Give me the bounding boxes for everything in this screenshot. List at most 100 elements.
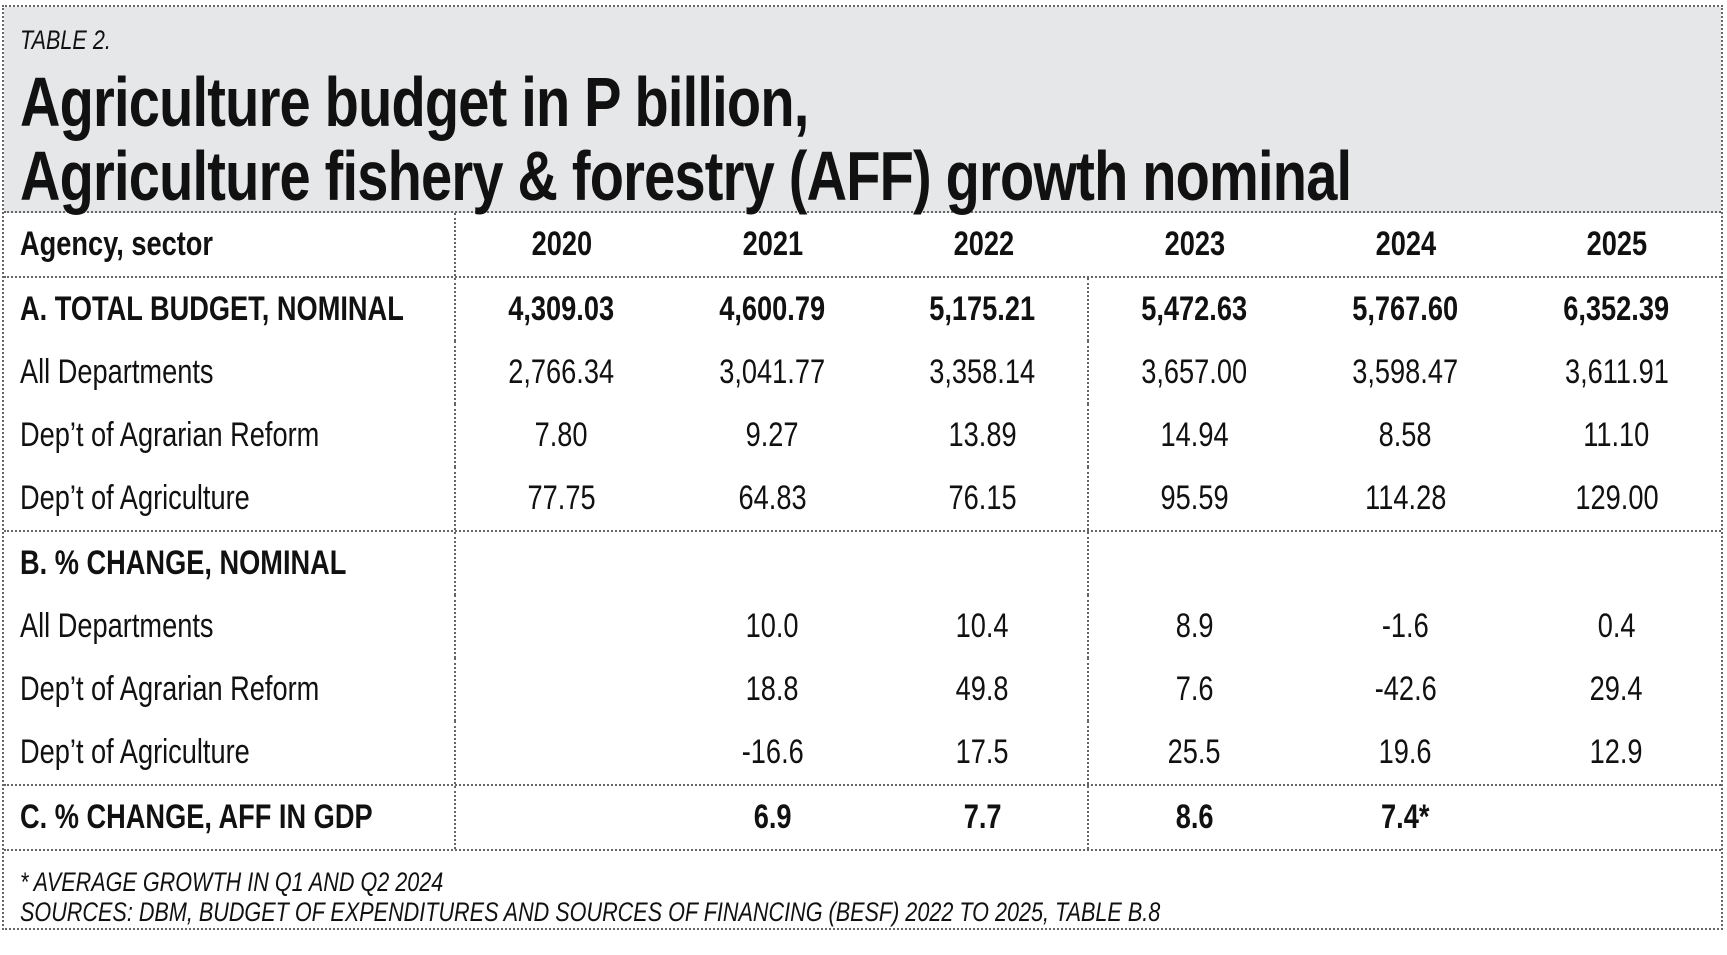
column-header-year: 2020 <box>456 213 667 276</box>
value-cell: 49.8 <box>878 658 1089 721</box>
value-cell: 29.4 <box>1511 658 1722 721</box>
cell-value: -42.6 <box>1374 670 1437 708</box>
title-line-2: Agriculture fishery & forestry (AFF) gro… <box>20 137 1352 215</box>
row-label-cell: Dep’t of Agrarian Reform <box>4 404 456 467</box>
cell-value: -16.6 <box>741 733 804 771</box>
value-cell <box>1300 532 1511 595</box>
cell-value: 13.89 <box>948 416 1017 454</box>
cell-value: 95.59 <box>1160 479 1229 517</box>
value-cell: 9.27 <box>667 404 878 467</box>
column-header-year: 2022 <box>878 213 1089 276</box>
cell-value: 19.6 <box>1379 733 1432 771</box>
value-cell: 76.15 <box>878 467 1089 530</box>
column-header-row: Agency, sector 2020 2021 2022 2023 2024 … <box>4 213 1721 278</box>
value-cell <box>1511 786 1722 849</box>
cell-value: 3,598.47 <box>1352 353 1459 391</box>
cell-value: 5,767.60 <box>1352 290 1459 328</box>
table-row: Dep’t of Agrarian Reform 7.80 9.27 13.89 14.… <box>4 404 1721 467</box>
cell-value: 5,175.21 <box>929 290 1036 328</box>
row-label-cell: Dep’t of Agrarian Reform <box>4 658 456 721</box>
cell-value: 6.9 <box>753 798 792 836</box>
value-cell: 19.6 <box>1300 721 1511 784</box>
value-cell <box>456 658 667 721</box>
cell-value: 3,358.14 <box>929 353 1036 391</box>
value-cell: 7.80 <box>456 404 667 467</box>
cell-value: 3,041.77 <box>719 353 826 391</box>
row-label: Dep’t of Agrarian Reform <box>20 416 320 454</box>
cell-value: 17.5 <box>956 733 1009 771</box>
value-cell: 3,598.47 <box>1300 341 1511 404</box>
row-label: A. TOTAL BUDGET, NOMINAL <box>20 290 404 328</box>
value-cell: 4,309.03 <box>456 278 667 341</box>
column-header-year: 2023 <box>1089 213 1300 276</box>
value-cell: 0.4 <box>1511 595 1722 658</box>
row-label: All Departments <box>20 607 214 645</box>
data-table: Agency, sector 2020 2021 2022 2023 2024 … <box>4 213 1721 851</box>
cell-value: 2,766.34 <box>508 353 615 391</box>
value-cell: 3,358.14 <box>878 341 1089 404</box>
value-cell: 5,472.63 <box>1089 278 1300 341</box>
cell-value: 25.5 <box>1168 733 1221 771</box>
cell-value: 18.8 <box>746 670 799 708</box>
cell-value: 7.7 <box>963 798 1002 836</box>
column-header-text: Agency, sector <box>20 225 213 263</box>
value-cell: 77.75 <box>456 467 667 530</box>
table-label: TABLE 2. <box>20 25 134 56</box>
cell-value: 7.6 <box>1175 670 1214 708</box>
table-row: A. TOTAL BUDGET, NOMINAL 4,309.03 4,600.79… <box>4 278 1721 341</box>
value-cell: 6,352.39 <box>1511 278 1722 341</box>
cell-value: 3,657.00 <box>1141 353 1248 391</box>
table-row: All Departments 10.0 10.4 8.9 -1.6 0.4 <box>4 595 1721 658</box>
value-cell: 18.8 <box>667 658 878 721</box>
row-label-cell: All Departments <box>4 341 456 404</box>
cell-value: 14.94 <box>1160 416 1229 454</box>
value-cell: 13.89 <box>878 404 1089 467</box>
cell-value: 10.4 <box>956 607 1009 645</box>
cell-value: 64.83 <box>738 479 807 517</box>
value-cell: 12.9 <box>1511 721 1722 784</box>
value-cell: 2,766.34 <box>456 341 667 404</box>
row-label-cell: B. % CHANGE, NOMINAL <box>4 532 456 595</box>
value-cell: 14.94 <box>1089 404 1300 467</box>
table-label-text: TABLE 2. <box>20 25 111 55</box>
value-cell: 3,657.00 <box>1089 341 1300 404</box>
year-2023: 2023 <box>1164 225 1225 263</box>
row-label-cell: All Departments <box>4 595 456 658</box>
row-label: B. % CHANGE, NOMINAL <box>20 544 347 582</box>
footnote: * AVERAGE GROWTH IN Q1 AND Q2 2024 <box>20 867 444 897</box>
year-2022: 2022 <box>953 225 1014 263</box>
value-cell <box>456 595 667 658</box>
row-label: All Departments <box>20 353 214 391</box>
value-cell: 8.58 <box>1300 404 1511 467</box>
cell-value: 3,611.91 <box>1564 353 1669 391</box>
row-label: C. % CHANGE, AFF IN GDP <box>20 798 373 836</box>
table-body: A. TOTAL BUDGET, NOMINAL 4,309.03 4,600.79… <box>4 278 1721 851</box>
value-cell: 6.9 <box>667 786 878 849</box>
cell-value: 8.9 <box>1175 607 1214 645</box>
column-header-agency: Agency, sector <box>4 213 456 276</box>
table-row: Dep’t of Agriculture -16.6 17.5 25.5 19.6 12.… <box>4 721 1721 786</box>
year-2024: 2024 <box>1375 225 1436 263</box>
value-cell: 8.6 <box>1089 786 1300 849</box>
row-label-cell: C. % CHANGE, AFF IN GDP <box>4 786 456 849</box>
value-cell <box>456 721 667 784</box>
row-label-cell: Dep’t of Agriculture <box>4 721 456 784</box>
value-cell: 25.5 <box>1089 721 1300 784</box>
value-cell: 7.4* <box>1300 786 1511 849</box>
cell-value: -1.6 <box>1382 607 1429 645</box>
table-row: Dep’t of Agrarian Reform 18.8 49.8 7.6 -42.6… <box>4 658 1721 721</box>
value-cell: 7.7 <box>878 786 1089 849</box>
row-label-cell: A. TOTAL BUDGET, NOMINAL <box>4 278 456 341</box>
cell-value: 4,600.79 <box>719 290 826 328</box>
value-cell <box>456 532 667 595</box>
table-row: Dep’t of Agriculture 77.75 64.83 76.15 95.59… <box>4 467 1721 532</box>
cell-value: 129.00 <box>1574 479 1659 517</box>
cell-value: 114.28 <box>1364 479 1447 517</box>
value-cell: -42.6 <box>1300 658 1511 721</box>
table-row: B. % CHANGE, NOMINAL <box>4 532 1721 595</box>
value-cell: 7.6 <box>1089 658 1300 721</box>
row-label-cell: Dep’t of Agriculture <box>4 467 456 530</box>
cell-value: 5,472.63 <box>1141 290 1248 328</box>
value-cell: 64.83 <box>667 467 878 530</box>
row-label: Dep’t of Agriculture <box>20 479 250 517</box>
